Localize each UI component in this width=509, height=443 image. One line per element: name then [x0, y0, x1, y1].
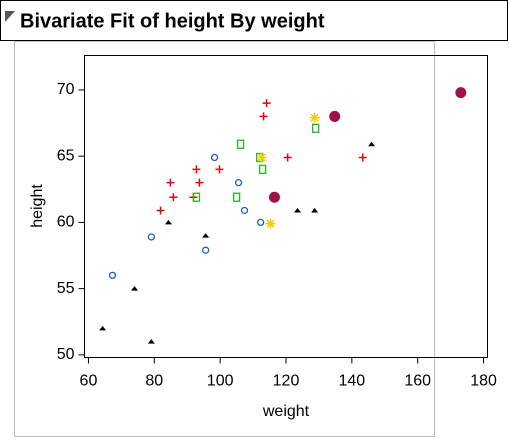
x-tick-label: 120: [273, 373, 300, 390]
point: [169, 193, 178, 202]
panel-frame: [14, 41, 435, 437]
x-axis-title: weight: [262, 403, 310, 420]
point: [156, 206, 165, 215]
point: [202, 233, 210, 238]
x-tick-label: 60: [80, 373, 98, 390]
point: [283, 153, 292, 162]
point: [265, 218, 276, 229]
y-tick-label: 55: [57, 280, 75, 297]
point: [164, 219, 172, 225]
point: [192, 165, 201, 174]
disclosure-icon[interactable]: [5, 11, 15, 22]
y-tick-label: 70: [57, 81, 75, 98]
y-axis-title: height: [29, 184, 46, 228]
point: [131, 286, 139, 291]
x-tick-label: 140: [338, 373, 365, 390]
point: [234, 179, 243, 187]
plot-frame: [84, 55, 488, 358]
chart-title: Bivariate Fit of height By weight: [20, 10, 325, 32]
point: [256, 218, 265, 227]
x-tick-label: 80: [145, 373, 163, 390]
point: [166, 178, 175, 187]
point: [99, 325, 107, 331]
y-tick-label: 60: [57, 214, 75, 231]
point: [108, 271, 117, 280]
point: [147, 339, 155, 344]
y-tick-label: 50: [57, 346, 75, 363]
point: [256, 152, 267, 163]
point: [329, 110, 341, 122]
point: [311, 207, 319, 213]
point: [202, 246, 210, 254]
point: [311, 123, 320, 134]
point: [258, 164, 267, 175]
point: [294, 207, 302, 213]
point: [195, 178, 204, 187]
point: [232, 192, 241, 202]
point: [236, 139, 245, 149]
point: [268, 191, 280, 203]
point: [309, 112, 320, 123]
point: [147, 233, 155, 241]
point: [262, 99, 271, 108]
point: [259, 112, 268, 121]
point: [240, 206, 249, 215]
point: [215, 165, 224, 174]
x-tick-label: 180: [470, 373, 497, 390]
point: [192, 192, 201, 202]
x-tick-label: 100: [207, 373, 234, 390]
point: [455, 87, 467, 99]
x-tick-label: 160: [404, 373, 431, 390]
title-box: [0, 0, 508, 41]
y-tick-label: 65: [57, 147, 75, 164]
point: [210, 153, 219, 162]
point: [368, 141, 376, 147]
point: [358, 153, 367, 162]
